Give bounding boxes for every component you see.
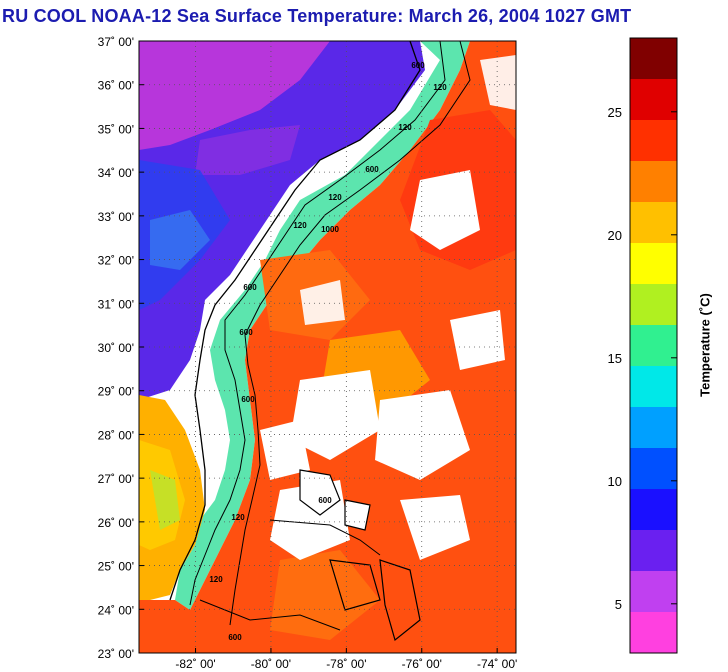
lat-label: 31˚ 00': [98, 297, 134, 311]
graticule: [139, 41, 516, 653]
colorbar-gradient: [630, 38, 677, 654]
lon-label: -82˚ 00': [175, 657, 215, 671]
isobath-labels: 120 120 600 600 120 1000 120 600 600 600 600 120 120…: [209, 61, 447, 642]
lat-label: 32˚ 00': [98, 254, 134, 268]
colorbar-band: [630, 489, 677, 531]
coastal-shelf-band: [175, 41, 470, 610]
isobath-depth-label: 120: [433, 83, 447, 92]
latitude-axis: 37˚ 00' 36˚ 00' 35˚ 00' 34˚ 00' 33˚ 00' 32˚ 0…: [98, 35, 144, 661]
isobath-120: [189, 41, 446, 606]
sst-map: 120 120 600 600 120 1000 120 600 600 600 600 120 120…: [98, 35, 518, 671]
lat-label: 27˚ 00': [98, 472, 134, 486]
isobath-depth-label: 600: [411, 61, 425, 70]
lat-label: 24˚ 00': [98, 603, 134, 617]
lat-label: 23˚ 00': [98, 647, 134, 661]
isobath-depth-label: 600: [365, 165, 379, 174]
colorbar-tick-label: 10: [608, 474, 622, 489]
colorbar-tick-label: 25: [608, 105, 622, 120]
sst-imagery: [139, 41, 516, 653]
bahamas-outline: [299, 469, 341, 516]
lat-label: 37˚ 00': [98, 35, 134, 49]
colorbar-band: [630, 243, 677, 285]
colorbar-frame: [629, 37, 678, 654]
colorbar-band: [630, 120, 677, 162]
map-title: RU COOL NOAA-12 Sea Surface Temperature:…: [2, 6, 632, 26]
lat-label: 35˚ 00': [98, 122, 134, 136]
isobath-depth-label: 120: [398, 123, 412, 132]
lat-label: 34˚ 00': [98, 166, 134, 180]
coastline: [169, 41, 421, 601]
colorbar-band: [630, 530, 677, 572]
lon-label: -74˚ 00': [477, 657, 517, 671]
lat-label: 36˚ 00': [98, 79, 134, 93]
isobath-depth-label: 120: [328, 193, 342, 202]
isobath-depth-label: 120: [293, 221, 307, 230]
land-magenta-region: [139, 41, 330, 150]
colorbar-tick-label: 15: [608, 351, 622, 366]
land-cold-region: [139, 41, 425, 400]
longitude-axis: -82˚ 00' -80˚ 00' -78˚ 00' -76˚ 00' -74˚ 00': [175, 648, 517, 671]
lat-label: 25˚ 00': [98, 560, 134, 574]
lat-label: 28˚ 00': [98, 428, 134, 442]
lon-label: -80˚ 00': [251, 657, 291, 671]
colorbar-band: [630, 202, 677, 244]
colorbar-label: Temperature (˚C): [697, 293, 713, 397]
isobath-600: [229, 41, 471, 626]
lon-label: -76˚ 00': [402, 657, 442, 671]
isobath-depth-label: 120: [209, 575, 223, 584]
colorbar-tick-label: 20: [608, 228, 622, 243]
colorbar-band: [630, 284, 677, 326]
colorbar-tick-label: 5: [615, 597, 622, 612]
isobath-depth-label: 600: [243, 283, 257, 292]
colorbar-band: [630, 38, 677, 80]
lat-label: 29˚ 00': [98, 385, 134, 399]
colorbar-band: [630, 407, 677, 449]
isobath-depth-label: 120: [231, 513, 245, 522]
isobath-depth-label: 600: [318, 496, 332, 505]
colorbar-band: [630, 366, 677, 408]
isobath-depth-label: 600: [241, 395, 255, 404]
lon-label: -78˚ 00': [326, 657, 366, 671]
isobath-depth-label: 1000: [321, 225, 339, 234]
colorbar-band: [630, 79, 677, 121]
colorbar: 25 20 15 10 5: [608, 37, 678, 654]
colorbar-ticks: 25 20 15 10 5: [608, 105, 677, 612]
colorbar-band: [630, 612, 677, 654]
colorbar-band: [630, 448, 677, 490]
lat-label: 33˚ 00': [98, 210, 134, 224]
isobath-depth-label: 600: [239, 328, 253, 337]
lat-label: 30˚ 00': [98, 341, 134, 355]
colorbar-band: [630, 571, 677, 613]
colorbar-band: [630, 325, 677, 367]
isobath-depth-label: 600: [228, 633, 242, 642]
colorbar-band: [630, 161, 677, 203]
lat-label: 26˚ 00': [98, 516, 134, 530]
cloud-patch: [410, 170, 480, 250]
